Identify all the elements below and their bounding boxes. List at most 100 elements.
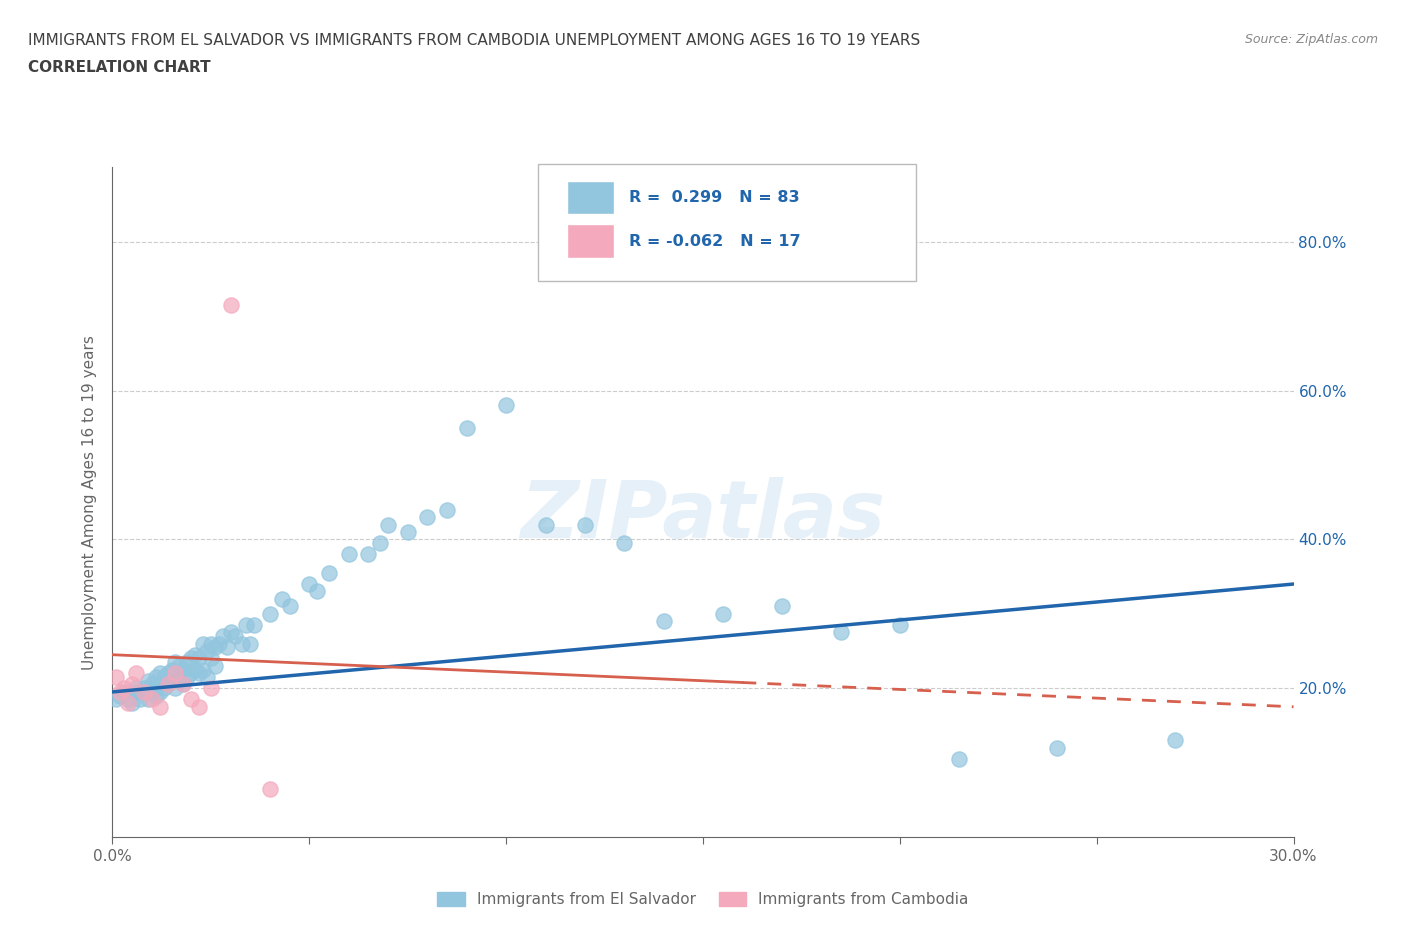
Point — [830, 625, 852, 640]
Point — [357, 547, 380, 562]
Point — [180, 666, 202, 681]
Point — [259, 606, 281, 621]
Point — [110, 684, 132, 699]
Point — [495, 398, 517, 413]
Point — [165, 681, 187, 696]
Point — [195, 644, 218, 658]
Point — [132, 684, 155, 699]
Point — [121, 677, 143, 692]
Point — [117, 692, 139, 707]
Point — [152, 670, 174, 684]
Point — [110, 688, 132, 703]
Point — [156, 677, 179, 692]
Point — [149, 677, 172, 692]
Point — [129, 692, 152, 707]
Point — [652, 614, 675, 629]
Point — [172, 677, 194, 692]
Point — [141, 677, 163, 692]
Point — [211, 629, 233, 644]
Point — [239, 636, 262, 651]
Point — [184, 647, 207, 662]
Point — [191, 636, 214, 651]
Point — [224, 629, 246, 644]
Point — [112, 681, 135, 696]
Point — [368, 536, 391, 551]
Point — [132, 684, 155, 699]
Point — [172, 662, 194, 677]
Point — [270, 591, 292, 606]
Point — [125, 684, 148, 699]
Point — [160, 662, 183, 677]
Point — [180, 651, 202, 666]
Point — [132, 681, 155, 696]
Point — [1164, 733, 1187, 748]
Text: ZIPatlas: ZIPatlas — [520, 476, 886, 554]
Point — [141, 684, 163, 699]
Point — [149, 699, 172, 714]
Text: R =  0.299   N = 83: R = 0.299 N = 83 — [628, 190, 799, 205]
Point — [208, 636, 231, 651]
Point — [156, 677, 179, 692]
Point — [145, 670, 167, 684]
Point — [136, 692, 159, 707]
Point — [200, 636, 222, 651]
Point — [117, 696, 139, 711]
Point — [337, 547, 360, 562]
Point — [172, 677, 194, 692]
Point — [396, 525, 419, 539]
Point — [169, 670, 191, 684]
Text: R = -0.062   N = 17: R = -0.062 N = 17 — [628, 233, 800, 248]
Point — [219, 298, 242, 312]
Point — [112, 684, 135, 699]
Point — [191, 662, 214, 677]
Point — [298, 577, 321, 591]
Point — [156, 666, 179, 681]
Point — [235, 618, 257, 632]
Point — [278, 599, 301, 614]
Point — [145, 688, 167, 703]
Point — [141, 681, 163, 696]
Point — [188, 666, 211, 681]
Point — [204, 640, 226, 655]
Point — [165, 666, 187, 681]
Point — [195, 670, 218, 684]
Point — [176, 670, 198, 684]
Point — [215, 640, 238, 655]
Point — [219, 625, 242, 640]
Point — [149, 666, 172, 681]
Point — [456, 420, 478, 435]
Point — [149, 684, 172, 699]
Point — [948, 751, 970, 766]
Point — [711, 606, 734, 621]
Point — [307, 584, 329, 599]
Point — [416, 510, 439, 525]
Point — [105, 692, 128, 707]
Point — [105, 670, 128, 684]
Point — [176, 655, 198, 670]
Y-axis label: Unemployment Among Ages 16 to 19 years: Unemployment Among Ages 16 to 19 years — [82, 335, 97, 670]
Point — [204, 658, 226, 673]
Point — [770, 599, 793, 614]
Point — [125, 681, 148, 696]
Point — [160, 673, 183, 688]
Point — [200, 681, 222, 696]
Text: CORRELATION CHART: CORRELATION CHART — [28, 60, 211, 75]
Point — [184, 662, 207, 677]
Point — [574, 517, 596, 532]
FancyBboxPatch shape — [537, 164, 915, 281]
Text: IMMIGRANTS FROM EL SALVADOR VS IMMIGRANTS FROM CAMBODIA UNEMPLOYMENT AMONG AGES : IMMIGRANTS FROM EL SALVADOR VS IMMIGRANT… — [28, 33, 921, 47]
Bar — [567, 180, 614, 214]
Point — [613, 536, 636, 551]
Point — [125, 666, 148, 681]
Point — [121, 696, 143, 711]
Point — [188, 699, 211, 714]
Point — [188, 651, 211, 666]
Point — [318, 565, 340, 580]
Point — [534, 517, 557, 532]
Point — [200, 651, 222, 666]
Point — [231, 636, 253, 651]
Legend: Immigrants from El Salvador, Immigrants from Cambodia: Immigrants from El Salvador, Immigrants … — [432, 885, 974, 913]
Point — [165, 655, 187, 670]
Point — [889, 618, 911, 632]
Point — [141, 692, 163, 707]
